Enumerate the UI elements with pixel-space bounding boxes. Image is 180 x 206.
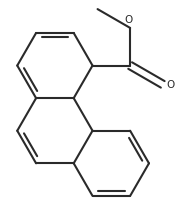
Text: O: O bbox=[124, 15, 132, 25]
Text: O: O bbox=[166, 80, 175, 90]
